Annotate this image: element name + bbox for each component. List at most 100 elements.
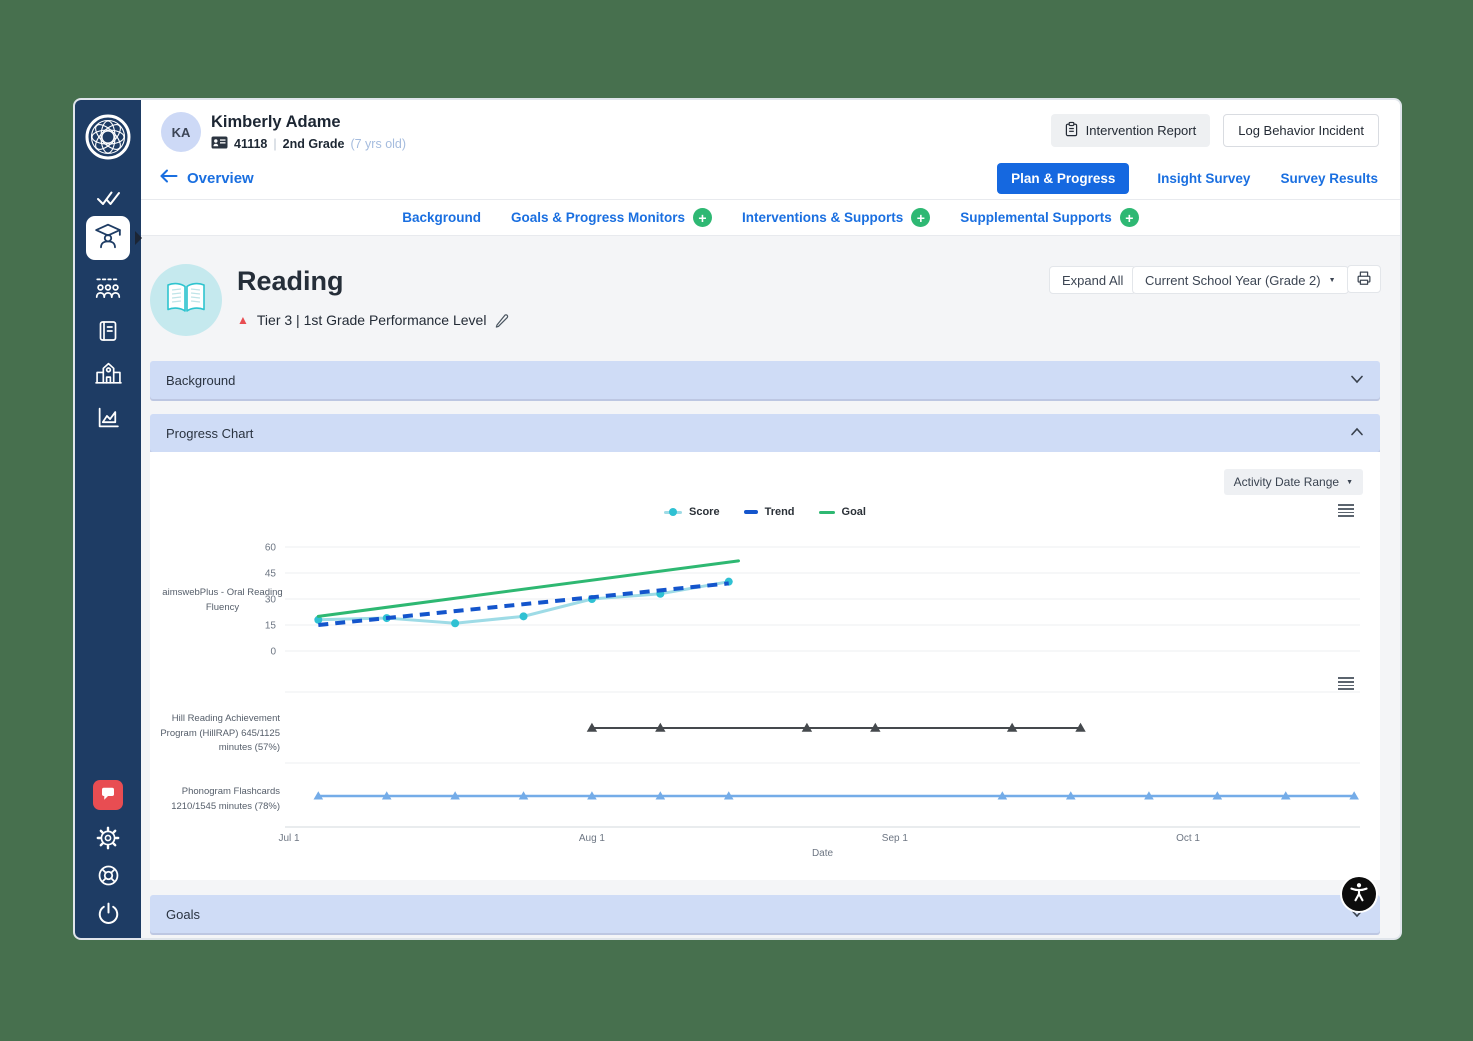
- back-arrow-icon: [159, 169, 178, 187]
- add-plus-icon[interactable]: +: [1119, 208, 1139, 227]
- page-title: Reading: [237, 266, 344, 296]
- help-button[interactable]: [88, 858, 128, 898]
- chart-menu-icon[interactable]: [1338, 504, 1354, 518]
- svg-text:0: 0: [270, 647, 276, 658]
- app-logo-icon[interactable]: [84, 113, 132, 161]
- graduate-student-icon: [94, 222, 122, 255]
- subnav-label: Supplemental Supports: [960, 210, 1112, 225]
- caret-down-icon: ▼: [1346, 478, 1353, 486]
- nav-row: Overview Plan & Progress Insight Survey Su…: [141, 162, 1400, 200]
- subnav-label: Interventions & Supports: [742, 210, 904, 225]
- accordion-background[interactable]: Background: [150, 361, 1380, 399]
- double-check-icon: [95, 186, 121, 215]
- svg-text:45: 45: [265, 569, 277, 580]
- life-ring-icon: [96, 863, 121, 893]
- accordion-progress-chart[interactable]: Progress Chart: [150, 414, 1380, 452]
- svg-text:15: 15: [265, 621, 277, 632]
- school-building-icon: [94, 360, 122, 392]
- subnav-supplemental-supports[interactable]: Supplemental Supports +: [960, 208, 1139, 227]
- activity-date-range-dropdown[interactable]: Activity Date Range ▼: [1223, 469, 1363, 495]
- tab-plan-progress[interactable]: Plan & Progress: [997, 162, 1130, 194]
- settings-button[interactable]: [88, 820, 128, 860]
- reading-subject-badge: [150, 264, 222, 336]
- avatar: KA: [161, 112, 201, 152]
- progress-chart[interactable]: 60 45 30 15 0 Jul 1 Aug 1 Sep 1 Oct 1 Date: [150, 452, 1380, 880]
- svg-text:30: 30: [265, 595, 277, 606]
- progress-chart-panel: Activity Date Range ▼ Score Trend Goal aims…: [150, 452, 1380, 880]
- add-plus-icon[interactable]: +: [911, 208, 931, 227]
- expand-all-button[interactable]: Expand All: [1049, 266, 1137, 294]
- student-age: (7 yrs old): [350, 137, 407, 151]
- school-nav-button[interactable]: [88, 356, 128, 396]
- active-item-pointer: [135, 231, 142, 245]
- subnav-background[interactable]: Background: [402, 210, 481, 225]
- subnav-label: Background: [402, 210, 481, 225]
- tier-alert-icon: ▲: [237, 313, 249, 327]
- printer-icon: [1355, 269, 1373, 290]
- tab-survey-results[interactable]: Survey Results: [1280, 170, 1378, 186]
- school-year-dropdown[interactable]: Current School Year (Grade 2) ▼: [1132, 266, 1349, 294]
- analytics-nav-button[interactable]: [88, 400, 128, 440]
- section-subnav: Background Goals & Progress Monitors + Inte…: [141, 200, 1400, 236]
- chart-row-label-hillrap: Hill Reading Achievement Program (HillRA…: [160, 713, 280, 754]
- tasks-nav-button[interactable]: [88, 180, 128, 220]
- curriculum-nav-button[interactable]: [88, 313, 128, 353]
- intervention-report-button[interactable]: Intervention Report: [1050, 114, 1211, 147]
- goal-swatch: [818, 510, 835, 514]
- svg-text:Oct 1: Oct 1: [1176, 833, 1200, 844]
- student-name: Kimberly Adame: [211, 113, 341, 131]
- chevron-down-icon: [1350, 906, 1364, 923]
- tier-label: Tier 3 | 1st Grade Performance Level: [256, 312, 487, 328]
- svg-text:Sep 1: Sep 1: [882, 833, 909, 844]
- content-area: Reading ▲ Tier 3 | 1st Grade Performance…: [141, 236, 1400, 938]
- subnav-goals-progress-monitors[interactable]: Goals & Progress Monitors +: [510, 208, 713, 227]
- tier-status: ▲ Tier 3 | 1st Grade Performance Level: [237, 312, 509, 328]
- caret-down-icon: ▼: [1328, 276, 1336, 284]
- student-grade: 2nd Grade: [282, 137, 345, 151]
- students-nav-button-active[interactable]: [86, 216, 130, 260]
- legend-item-trend[interactable]: Trend: [743, 506, 795, 518]
- people-group-icon: [94, 276, 122, 305]
- chart-legend: Score Trend Goal: [150, 506, 1380, 518]
- sidebar: [75, 100, 142, 938]
- accordion-goals[interactable]: Goals: [150, 895, 1380, 933]
- accessibility-widget-button[interactable]: [1342, 877, 1376, 911]
- chart-row-label-orf: aimswebPlus - Oral Reading Fluency: [162, 587, 283, 613]
- trend-swatch: [743, 510, 758, 514]
- gear-icon: [96, 826, 120, 855]
- student-header: KA Kimberly Adame 41118 | 2nd Grade (7 y…: [141, 100, 1400, 166]
- print-button[interactable]: [1347, 265, 1381, 293]
- meta-separator: |: [273, 137, 277, 151]
- subnav-interventions-supports[interactable]: Interventions & Supports +: [742, 208, 931, 227]
- id-card-icon: [211, 136, 228, 152]
- main-area: KA Kimberly Adame 41118 | 2nd Grade (7 y…: [141, 100, 1400, 938]
- plan-tabs: Plan & Progress Insight Survey Survey Resu…: [997, 162, 1380, 194]
- chat-bubble-icon: [99, 784, 117, 807]
- student-id: 41118: [234, 137, 268, 151]
- logout-button[interactable]: [88, 896, 128, 936]
- legend-item-score[interactable]: Score: [664, 506, 720, 518]
- feedback-chat-button[interactable]: [93, 780, 123, 810]
- student-meta: 41118 | 2nd Grade (7 yrs old): [211, 136, 406, 152]
- open-book-icon: [165, 281, 207, 320]
- chart-analytics-icon: [96, 405, 121, 435]
- clipboard-icon: [1065, 121, 1078, 140]
- score-swatch: [664, 508, 682, 516]
- subnav-label: Goals & Progress Monitors: [510, 210, 686, 225]
- classroom-nav-button[interactable]: [88, 270, 128, 310]
- svg-text:Jul 1: Jul 1: [278, 833, 300, 844]
- tab-insight-survey[interactable]: Insight Survey: [1157, 170, 1251, 186]
- edit-tier-icon[interactable]: [494, 313, 509, 328]
- legend-item-goal[interactable]: Goal: [818, 506, 866, 518]
- chart-row-label-phonogram: Phonogram Flashcards 1210/1545 minutes (…: [171, 786, 280, 812]
- svg-text:60: 60: [265, 543, 277, 554]
- add-plus-icon[interactable]: +: [693, 208, 713, 227]
- svg-text:Aug 1: Aug 1: [579, 833, 606, 844]
- svg-text:Date: Date: [812, 848, 834, 859]
- chart-menu-icon[interactable]: [1338, 677, 1354, 691]
- log-behavior-incident-button[interactable]: Log Behavior Incident: [1223, 114, 1379, 147]
- back-to-overview-link[interactable]: Overview: [159, 169, 254, 187]
- book-icon: [96, 319, 120, 348]
- power-icon: [96, 901, 121, 931]
- chevron-down-icon: [1350, 372, 1364, 389]
